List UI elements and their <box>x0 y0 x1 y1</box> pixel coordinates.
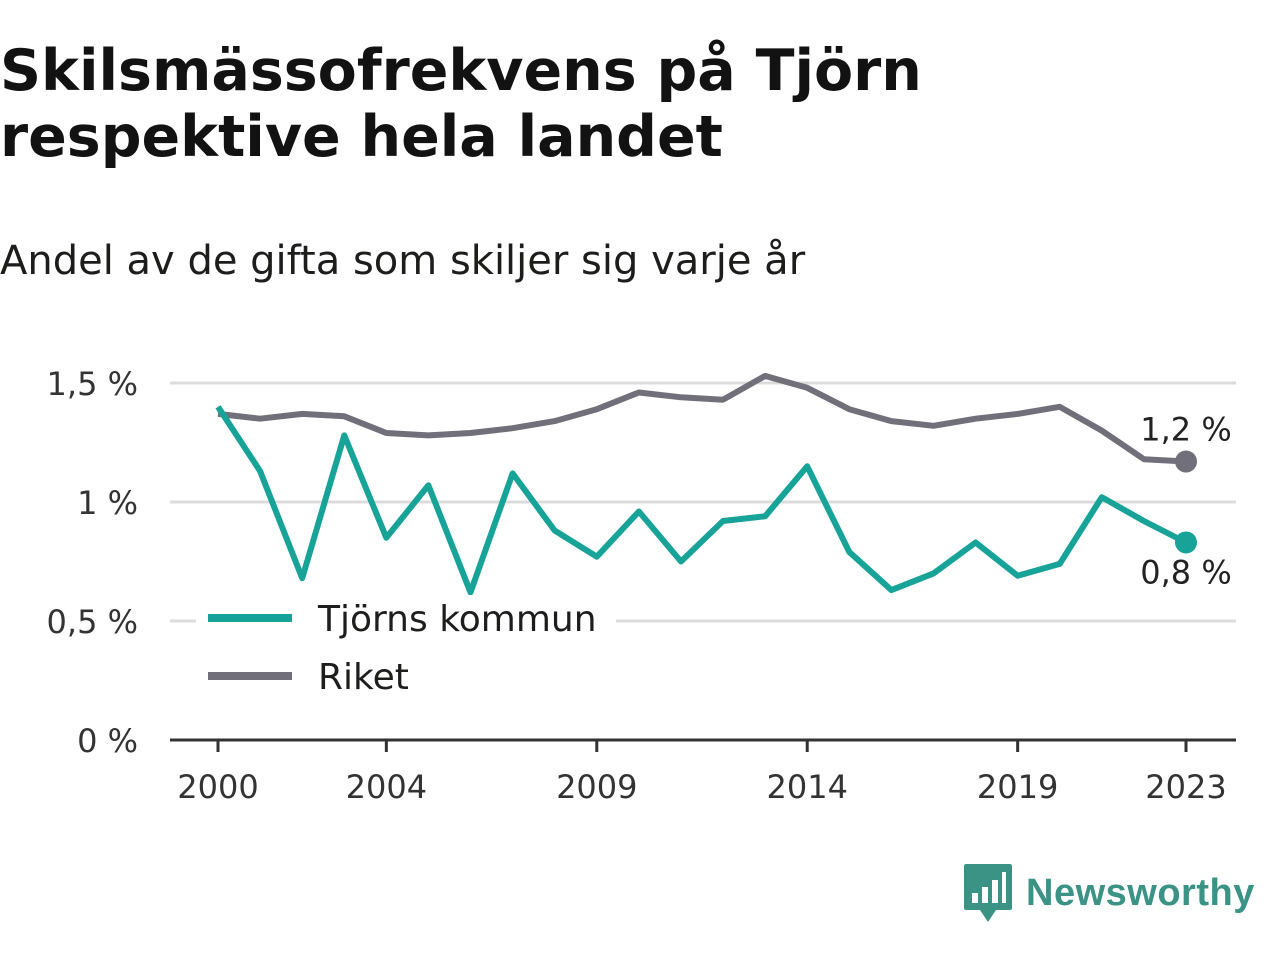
x-tick-label: 2009 <box>556 768 637 806</box>
x-tick-label: 2019 <box>977 768 1058 806</box>
brand-name: Newsworthy <box>1026 871 1255 914</box>
y-tick-label: 1,5 % <box>47 365 138 403</box>
newsworthy-logo-icon <box>964 864 1012 922</box>
end-point-riket <box>1175 450 1197 473</box>
x-tick-label: 2023 <box>1145 768 1226 806</box>
x-tick-label: 2004 <box>346 768 427 806</box>
chart-title: Skilsmässofrekvens på Tjörn respektive h… <box>0 38 922 170</box>
y-tick-label: 1 % <box>77 484 138 522</box>
legend-label-tjorn: Tjörns kommun <box>317 599 597 640</box>
chart-subtitle: Andel av de gifta som skiljer sig varje … <box>0 238 806 284</box>
end-label-tjorn: 0,8 % <box>1140 553 1231 591</box>
end-point-tjorn <box>1175 531 1197 554</box>
y-tick-label: 0,5 % <box>47 603 138 641</box>
end-label-riket: 1,2 % <box>1140 411 1231 449</box>
brand-logo: Newsworthy <box>962 862 1255 924</box>
legend-label-riket: Riket <box>318 657 409 698</box>
x-tick-label: 2014 <box>766 768 847 806</box>
legend-background <box>196 595 616 705</box>
x-tick-label: 2000 <box>177 768 258 806</box>
series-line-tjorn <box>215 405 1188 596</box>
series-line-riket <box>217 372 1187 465</box>
y-tick-label: 0 % <box>77 722 138 760</box>
